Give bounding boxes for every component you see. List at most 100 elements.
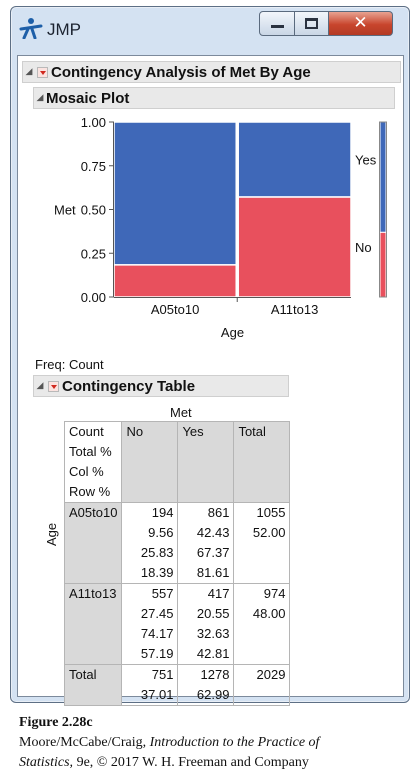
- red-triangle-menu-icon[interactable]: [48, 380, 59, 392]
- cell-value: 32.63: [196, 626, 230, 641]
- stat-labels-cell: Count Total % Col % Row %: [63, 421, 123, 503]
- cell-no: 751 37.01: [121, 664, 179, 706]
- row-label: A11to13: [63, 583, 123, 665]
- cell-no: 557 27.45 74.17 57.19: [121, 583, 179, 665]
- mosaic-cell-yes-a05to10: [113, 121, 237, 266]
- stat-label: Total %: [69, 444, 112, 459]
- cell-value: 67.37: [196, 545, 230, 560]
- y-axis-title: Met: [54, 203, 76, 218]
- stat-label: Col %: [69, 464, 104, 479]
- cell-value: 1055: [256, 505, 286, 520]
- table-total-row: Total 751 37.01 1278 62.99 2029: [63, 664, 291, 706]
- cell-value: 27.45: [140, 606, 174, 621]
- cell-value: 25.83: [140, 545, 174, 560]
- cell-value: 81.61: [196, 565, 230, 580]
- overall-proportion-frame: [379, 121, 387, 298]
- collapse-triangle-icon[interactable]: ◢: [25, 67, 33, 77]
- figure-number: Figure 2.28c: [19, 715, 93, 730]
- minimize-icon: [271, 25, 284, 28]
- y-tick-label: 1.00: [81, 115, 106, 130]
- mosaic-plot-title: Mosaic Plot: [46, 89, 130, 107]
- contingency-table-header[interactable]: ◢ Contingency Table: [33, 375, 289, 397]
- series-label-no: No: [355, 240, 372, 255]
- row-label: Total: [63, 664, 123, 706]
- close-button[interactable]: ✕: [329, 11, 393, 36]
- cell-value: 861: [207, 505, 230, 520]
- cell-yes: 417 20.55 32.63 42.81: [177, 583, 235, 665]
- mosaic-cell-yes-a11to13: [237, 121, 352, 198]
- mosaic-plot: A05to10 A11to13 0.00 0.25 0.50 0.75 1.00 Met Age…: [54, 115, 387, 340]
- mosaic-cell-no-a11to13: [237, 196, 352, 298]
- table-row: A11to13 557 27.45 74.17 57.19 417 20.55 …: [63, 583, 291, 665]
- close-icon: ✕: [353, 13, 368, 33]
- cell-value: 62.99: [196, 687, 230, 702]
- mosaic-cell-no-a05to10: [113, 264, 237, 298]
- cell-value: 557: [151, 586, 174, 601]
- y-tick-label: 0.75: [81, 159, 106, 174]
- minimize-button[interactable]: [259, 11, 295, 36]
- cell-value: 18.39: [140, 565, 174, 580]
- cell-value: 194: [151, 505, 174, 520]
- x-tick-label: A05to10: [151, 302, 199, 317]
- caption-authors: Moore/McCabe/Craig,: [19, 735, 150, 750]
- report-title: Contingency Analysis of Met By Age: [51, 63, 311, 81]
- cell-value: 37.01: [140, 687, 174, 702]
- report-header[interactable]: ◢ Contingency Analysis of Met By Age: [22, 61, 401, 83]
- cell-value: 417: [207, 586, 230, 601]
- x-axis-title: Age: [221, 325, 244, 340]
- column-group-label: Met: [170, 405, 192, 420]
- jmp-window: JMP ✕ ◢ Contingency Analysis of Met By A…: [10, 6, 410, 706]
- y-tick-label: 0.50: [81, 203, 106, 218]
- row-label: A05to10: [63, 502, 123, 584]
- cell-value: 42.43: [196, 525, 230, 540]
- cell-total: 2029: [233, 664, 291, 706]
- cell-yes: 861 42.43 67.37 81.61: [177, 502, 235, 584]
- y-tick-label: 0.00: [81, 290, 106, 305]
- x-tick-label: A11to13: [271, 302, 318, 317]
- cell-value: 9.56: [148, 525, 174, 540]
- row-group-label: Age: [44, 522, 59, 546]
- cell-value: 20.55: [196, 606, 230, 621]
- maximize-icon: [305, 18, 318, 29]
- title-bar[interactable]: JMP ✕: [11, 7, 409, 49]
- stat-label: Count: [69, 424, 104, 439]
- y-tick-label: 0.25: [81, 246, 106, 261]
- figure-caption: Figure 2.28c Moore/McCabe/Craig, Introdu…: [19, 713, 319, 773]
- table-header-row: Count Total % Col % Row % No Yes Total: [63, 421, 291, 503]
- cell-value: 2029: [256, 667, 286, 682]
- collapse-triangle-icon[interactable]: ◢: [36, 381, 44, 391]
- maximize-button[interactable]: [295, 11, 329, 36]
- cell-value: 52.00: [252, 525, 286, 540]
- contingency-table-title: Contingency Table: [62, 377, 196, 395]
- red-triangle-menu-icon[interactable]: [37, 66, 48, 78]
- cell-yes: 1278 62.99: [177, 664, 235, 706]
- column-header-no: No: [121, 421, 179, 503]
- overall-proportion-no: [379, 231, 387, 298]
- caption-book-title: Introduction to the Practice of: [149, 735, 320, 750]
- mosaic-plot-header[interactable]: ◢ Mosaic Plot: [33, 87, 395, 109]
- cell-value: 48.00: [252, 606, 286, 621]
- table-row: A05to10 194 9.56 25.83 18.39 861 42.43 6…: [63, 502, 291, 584]
- cell-no: 194 9.56 25.83 18.39: [121, 502, 179, 584]
- jmp-logo-icon: [19, 18, 43, 39]
- caption-publisher: 9e, © 2017 W. H. Freeman and Company: [73, 755, 309, 770]
- collapse-triangle-icon[interactable]: ◢: [36, 93, 44, 103]
- cell-value: 974: [263, 586, 286, 601]
- cell-value: 751: [151, 667, 174, 682]
- cell-value: 57.19: [140, 646, 174, 661]
- freq-label: Freq: Count: [35, 357, 104, 372]
- overall-proportion-yes: [379, 121, 387, 233]
- cell-value: 1278: [200, 667, 230, 682]
- cell-value: 42.81: [196, 646, 230, 661]
- cell-value: 74.17: [140, 626, 174, 641]
- caption-line-2: Statistics, 9e, © 2017 W. H. Freeman and…: [19, 753, 319, 773]
- cell-total: 1055 52.00: [233, 502, 291, 584]
- contingency-table: Count Total % Col % Row % No Yes Total A…: [63, 421, 291, 706]
- cell-total: 974 48.00: [233, 583, 291, 665]
- series-label-yes: Yes: [355, 152, 377, 167]
- stat-label: Row %: [69, 484, 111, 499]
- column-header-total: Total: [233, 421, 291, 503]
- caption-line-1: Moore/McCabe/Craig, Introduction to the …: [19, 733, 319, 753]
- window-title: JMP: [47, 20, 81, 39]
- caption-book-title-end: Statistics,: [19, 755, 74, 770]
